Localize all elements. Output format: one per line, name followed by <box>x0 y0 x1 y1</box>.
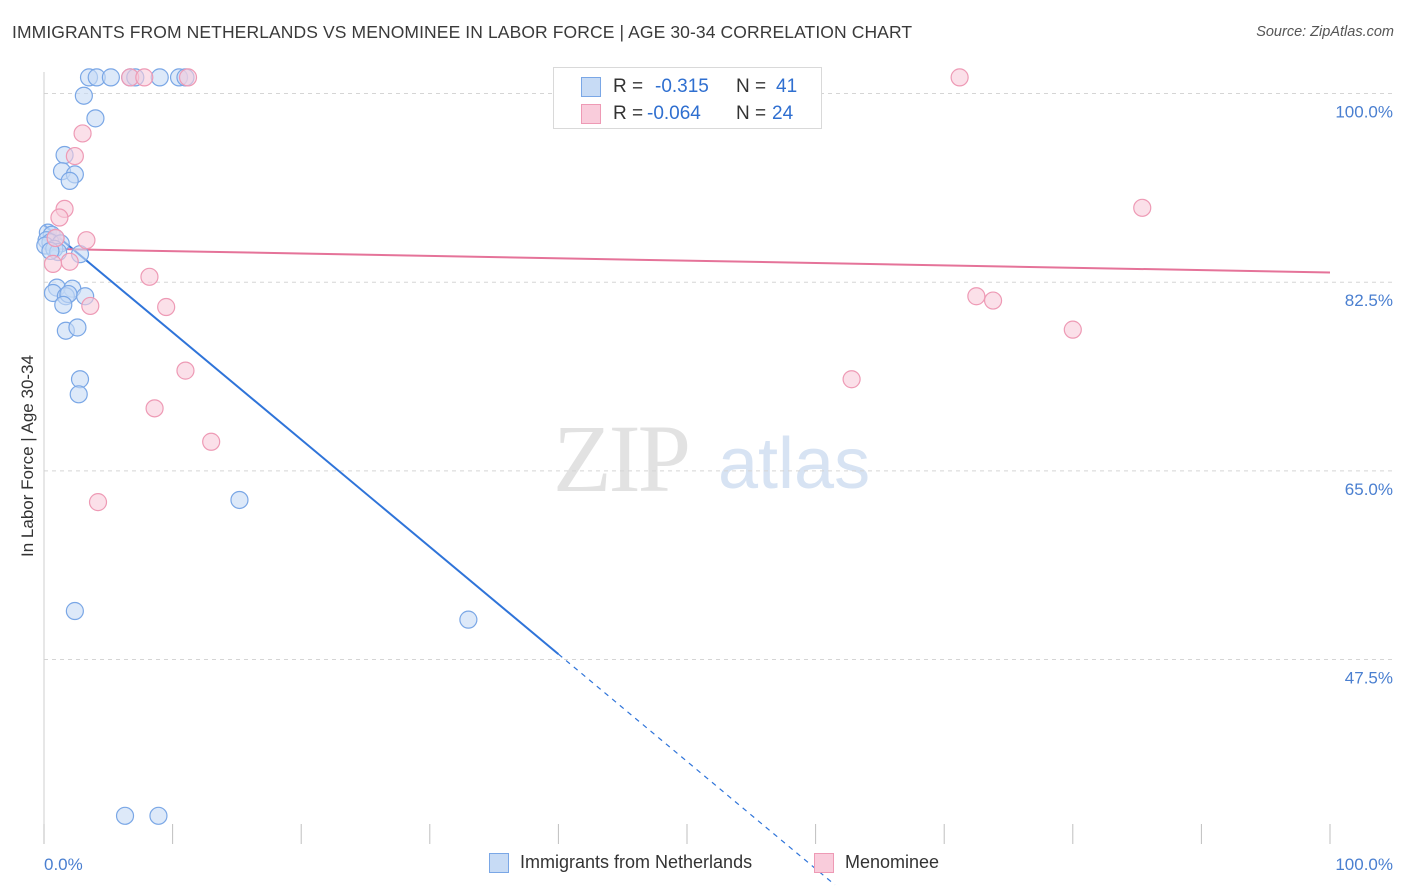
netherlands-trend-line <box>43 224 560 655</box>
menominee-point <box>145 399 164 418</box>
y-tick-label: 100.0% <box>1335 103 1393 122</box>
menominee-point <box>176 361 195 380</box>
r-value: -0.064 <box>647 103 701 124</box>
menominee-swatch <box>814 852 834 873</box>
netherlands-point <box>459 610 478 629</box>
stats-row-netherlands: R = -0.315 N = 41 <box>554 74 821 100</box>
n-value: 24 <box>772 103 794 124</box>
y-tick-label: 65.0% <box>1345 480 1393 499</box>
r-label: R = <box>613 103 644 124</box>
menominee-point <box>157 297 176 317</box>
legend-label: Immigrants from Netherlands <box>520 852 753 872</box>
legend-item-netherlands[interactable]: Immigrants from Netherlands <box>489 852 752 873</box>
netherlands-point <box>60 171 79 190</box>
netherlands-point <box>115 806 135 825</box>
menominee-point <box>950 68 969 87</box>
grid-lines <box>44 93 1394 661</box>
x-tick-label: 100.0% <box>1335 855 1393 874</box>
n-label: N = <box>736 103 767 124</box>
menominee-point <box>88 493 108 512</box>
menominee-point <box>73 124 92 143</box>
y-tick-label: 47.5% <box>1345 669 1393 688</box>
netherlands-point <box>149 806 168 825</box>
chart-title: IMMIGRANTS FROM NETHERLANDS VS MENOMINEE… <box>12 22 913 42</box>
tick-labels: 100.0% 82.5% 65.0% 47.5% 0.0% 100.0% <box>44 103 1393 874</box>
trend-lines <box>43 224 1331 886</box>
menominee-point <box>967 287 986 306</box>
netherlands-point <box>54 295 73 314</box>
legend: Immigrants from Netherlands Menominee <box>0 852 1406 878</box>
menominee-point <box>1133 198 1152 217</box>
menominee-point <box>1063 320 1082 339</box>
x-tick-label: 0.0% <box>44 855 83 874</box>
netherlands-point <box>86 109 105 128</box>
legend-item-menominee[interactable]: Menominee <box>814 852 939 873</box>
legend-label: Menominee <box>845 852 940 872</box>
netherlands-point <box>101 68 120 87</box>
netherlands-point <box>69 385 88 404</box>
menominee-point <box>178 68 198 87</box>
netherlands-point <box>68 318 87 337</box>
menominee-point <box>81 296 100 316</box>
netherlands-point <box>65 601 84 621</box>
menominee-swatch <box>581 104 601 124</box>
watermark-zip: ZIP <box>553 405 691 512</box>
menominee-point <box>50 208 69 227</box>
menominee-point <box>43 254 63 273</box>
stats-row-menominee: R = -0.064 N = 24 <box>554 101 821 127</box>
menominee-point <box>983 291 1003 310</box>
data-points <box>36 68 1152 825</box>
menominee-point <box>46 228 65 248</box>
source-note: Source: ZipAtlas.com <box>1256 24 1394 40</box>
menominee-point <box>842 370 861 389</box>
menominee-point <box>77 231 96 250</box>
axes <box>43 72 1331 844</box>
n-value: 41 <box>776 76 798 97</box>
netherlands-swatch <box>581 77 601 97</box>
r-label: R = <box>613 76 644 97</box>
y-tick-label: 82.5% <box>1345 291 1393 310</box>
menominee-trend-line <box>43 247 1331 274</box>
menominee-point <box>140 267 159 286</box>
netherlands-point <box>74 86 93 105</box>
menominee-point <box>60 252 79 271</box>
netherlands-point <box>150 68 169 87</box>
menominee-point <box>135 68 154 87</box>
n-label: N = <box>736 76 767 97</box>
menominee-point <box>65 146 84 166</box>
netherlands-point <box>230 490 249 510</box>
netherlands-point <box>70 370 90 389</box>
netherlands-swatch <box>489 852 509 873</box>
stats-box: R = -0.315 N = 41 R = -0.064 N = 24 <box>553 67 822 129</box>
r-value: -0.315 <box>655 76 709 97</box>
netherlands-trend-extension <box>558 653 836 886</box>
menominee-point <box>202 432 221 451</box>
watermark-atlas: atlas <box>718 424 871 504</box>
